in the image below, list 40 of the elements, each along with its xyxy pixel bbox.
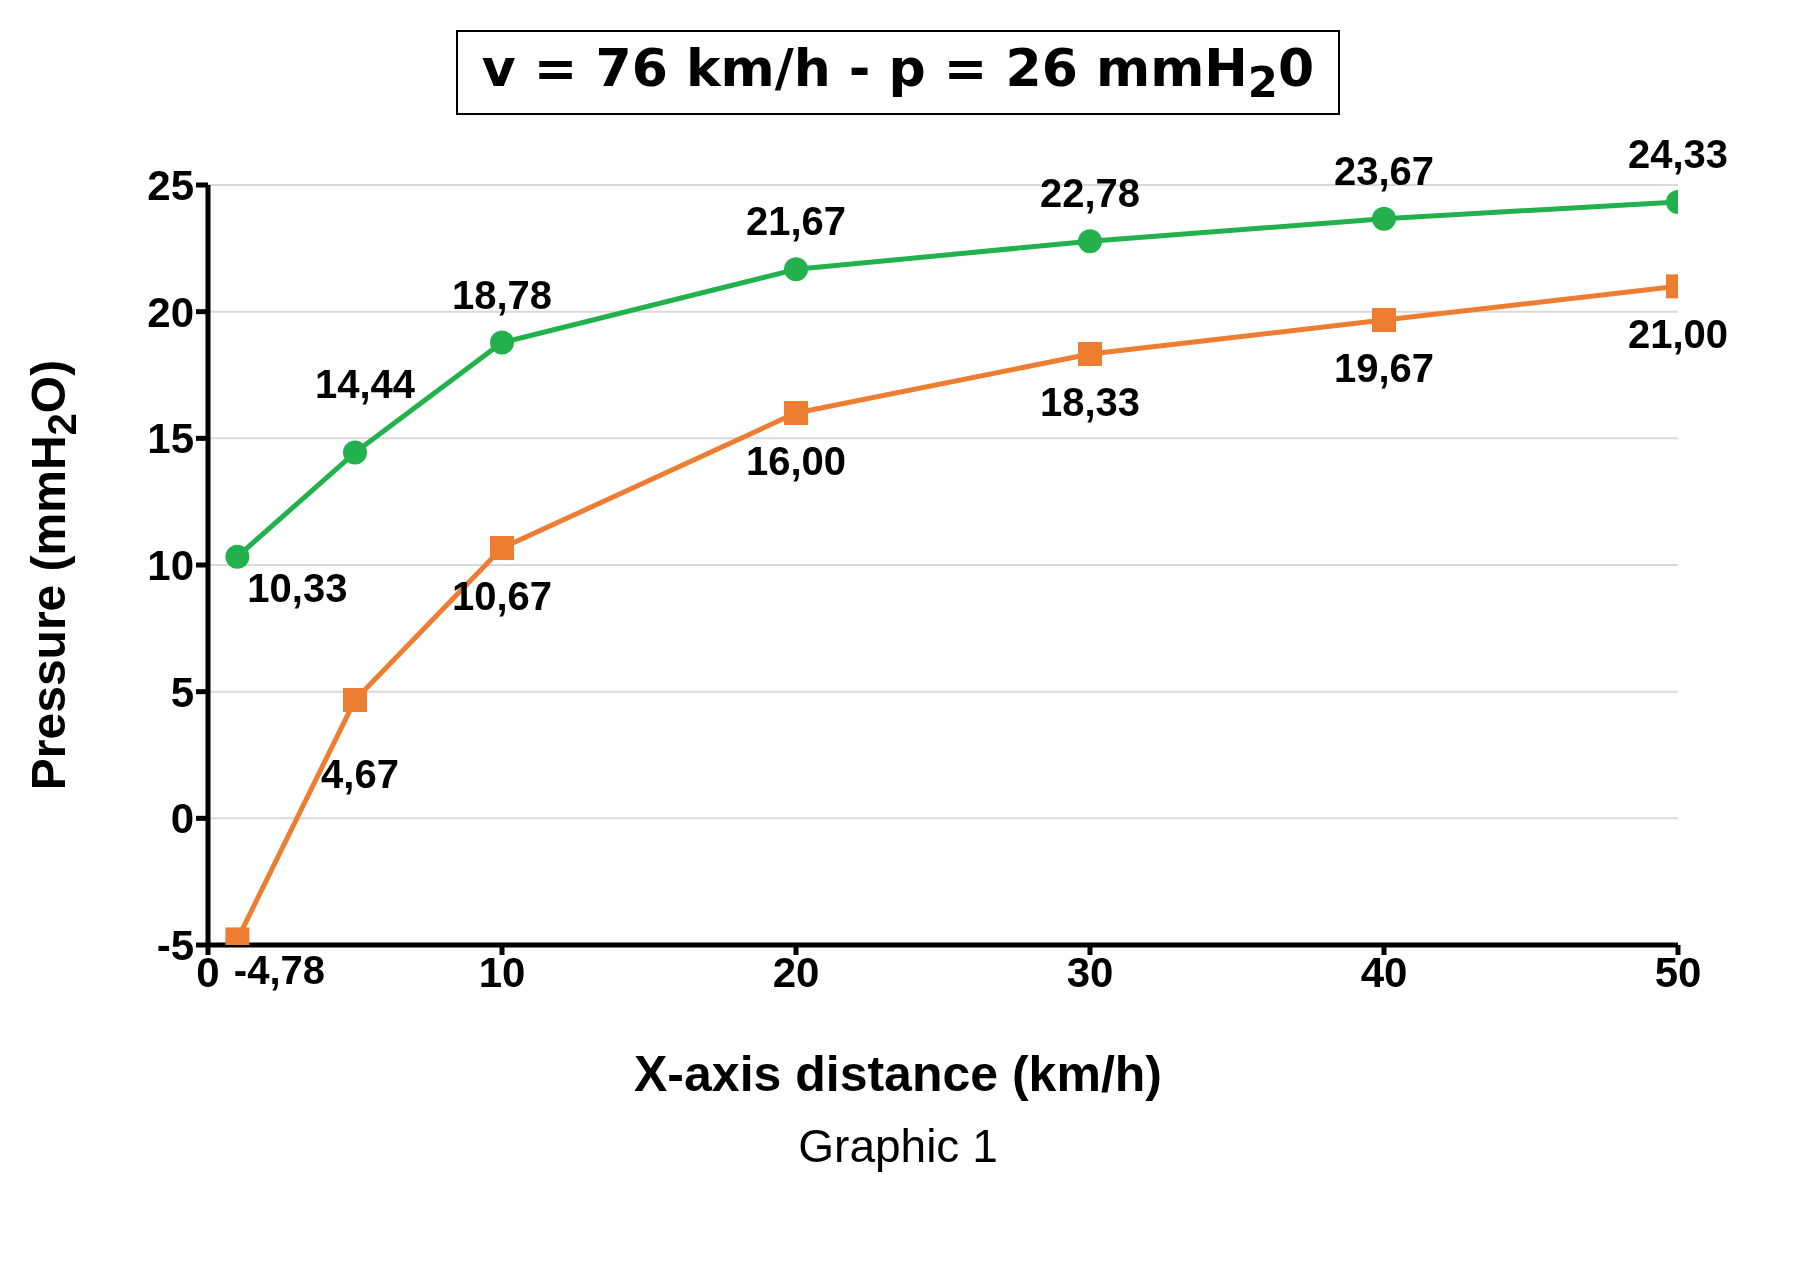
data-label: 10,33 xyxy=(247,566,348,611)
data-label: 21,67 xyxy=(745,199,847,244)
data-label: 23,67 xyxy=(1333,149,1435,194)
chart-title: v = 76 km/h - p = 26 mmH$_{2}$0 xyxy=(455,30,1341,116)
data-label: -4,78 xyxy=(233,948,325,993)
data-label: 18,33 xyxy=(1039,380,1141,425)
data-label: 14,44 xyxy=(314,361,416,406)
data-label: 24,33 xyxy=(1627,132,1729,177)
y-tick-label: 15 xyxy=(147,415,194,463)
y-tick-label: 0 xyxy=(170,795,194,843)
data-label: 19,67 xyxy=(1333,346,1435,391)
y-tick-label: 10 xyxy=(147,542,194,590)
text: Graphic 1 xyxy=(797,1119,999,1174)
data-label: 21,00 xyxy=(1627,312,1729,357)
data-label: 10,67 xyxy=(451,574,553,619)
point xyxy=(490,330,514,355)
x-tick-label: 50 xyxy=(1654,949,1702,997)
point xyxy=(343,440,367,465)
x-tick-label: 30 xyxy=(1066,949,1114,997)
x-tick-label: 40 xyxy=(1360,949,1408,997)
data-label: 4,67 xyxy=(321,752,399,797)
point xyxy=(1372,308,1396,333)
y-tick-label: 5 xyxy=(170,668,194,716)
point xyxy=(1078,229,1102,254)
y-tick-label: 25 xyxy=(147,162,194,210)
data-label: 22,78 xyxy=(1039,171,1141,216)
x-axis-title: X-axis distance (km/h) xyxy=(633,1045,1163,1104)
point xyxy=(343,688,367,713)
y-tick-label: -5 xyxy=(156,922,194,970)
y-tick-label: 20 xyxy=(147,288,194,336)
point xyxy=(784,401,808,426)
data-label: 16,00 xyxy=(745,439,847,484)
point xyxy=(490,536,514,561)
point xyxy=(225,545,250,570)
point xyxy=(784,257,808,282)
data-label: 18,78 xyxy=(451,272,553,317)
x-tick-label: 10 xyxy=(478,949,526,997)
x-tick-label: 20 xyxy=(772,949,820,997)
point xyxy=(1078,342,1102,367)
point xyxy=(1372,207,1396,232)
